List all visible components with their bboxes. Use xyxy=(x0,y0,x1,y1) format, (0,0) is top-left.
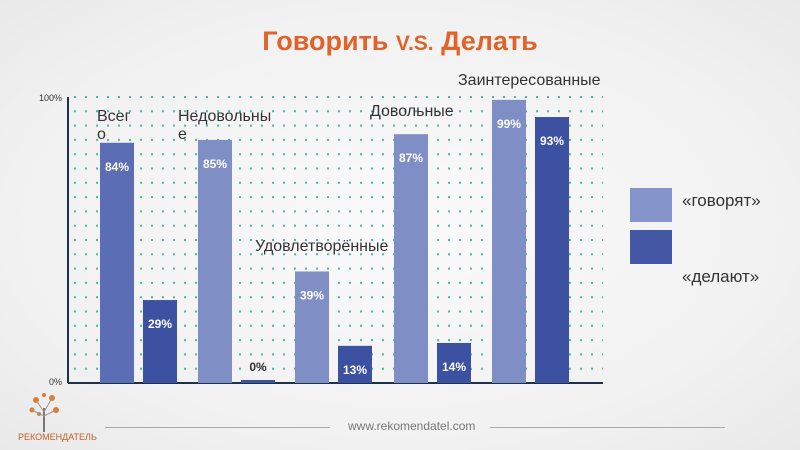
data-label: 85% xyxy=(203,157,227,171)
data-label: 0% xyxy=(249,360,267,374)
footer-url: www.rekomendatel.com xyxy=(348,419,476,433)
y-tick-label: 100% xyxy=(39,93,62,103)
footer-divider xyxy=(105,427,330,428)
data-label: 93% xyxy=(540,134,564,148)
slide-title: Говорить V.S. Делать xyxy=(262,26,538,56)
category-label: Всего xyxy=(97,108,131,143)
bar-govoryat xyxy=(198,139,232,383)
data-label: 29% xyxy=(148,317,172,331)
logo-text: РЕКОМЕНДАТЕЛЬ xyxy=(18,432,97,442)
bar-delayut xyxy=(241,380,275,383)
data-label: 84% xyxy=(105,160,129,174)
y-tick-label: 0% xyxy=(49,377,62,387)
data-label: 99% xyxy=(497,117,521,131)
bar-govoryat xyxy=(492,99,526,384)
data-label: 14% xyxy=(442,360,466,374)
data-label: 13% xyxy=(343,363,367,377)
data-label: 39% xyxy=(300,288,324,302)
footer-divider xyxy=(490,427,725,428)
legend-swatch-govoryat xyxy=(630,188,672,222)
legend-swatch-delayut xyxy=(630,230,672,264)
legend-label-govoryat: «говорят» xyxy=(682,191,761,210)
category-label: Недовольные xyxy=(178,108,272,143)
bar-govoryat xyxy=(100,142,134,383)
bar-govoryat xyxy=(295,271,329,383)
category-label: Заинтересованные xyxy=(458,72,601,89)
bar-delayut xyxy=(338,345,372,383)
data-label: 87% xyxy=(399,151,423,165)
bar-delayut xyxy=(535,117,569,384)
category-label: Удовлетворённые xyxy=(255,238,389,255)
logo-tree-icon xyxy=(24,390,64,437)
bar-delayut xyxy=(437,342,471,383)
legend-label-delayut: «делают» xyxy=(682,267,760,286)
bar-delayut xyxy=(143,300,177,383)
category-label: Довольные xyxy=(370,103,454,120)
bar-govoryat xyxy=(394,134,428,383)
